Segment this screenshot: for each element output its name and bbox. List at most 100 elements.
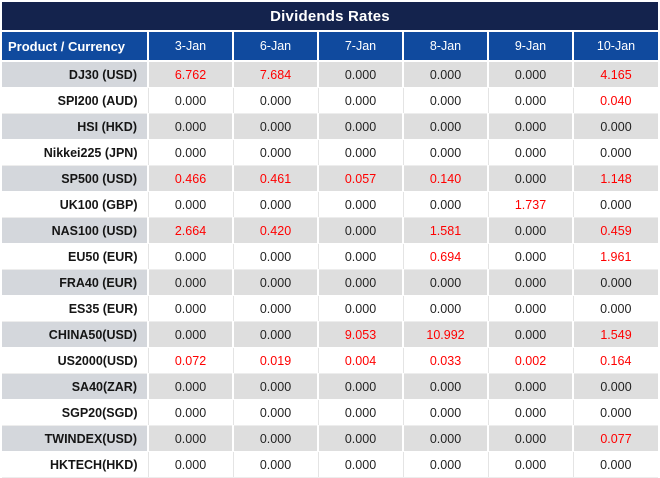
product-cell: ES35 (EUR) (2, 295, 149, 322)
value-cell: 0.072 (148, 347, 234, 374)
value-cell: 0.000 (403, 399, 489, 426)
dividends-table: Product / Currency 3-Jan 6-Jan 7-Jan 8-J… (2, 32, 658, 478)
value-cell: 0.000 (488, 373, 574, 400)
value-cell: 0.000 (318, 425, 404, 452)
value-cell: 0.000 (318, 295, 404, 322)
table-row: DJ30 (USD) 6.762 7.684 0.000 0.000 0.000 4.165 (2, 61, 658, 88)
value-cell: 1.581 (403, 217, 489, 244)
value-cell: 7.684 (233, 61, 319, 88)
product-cell: HSI (HKD) (2, 113, 149, 140)
value-cell: 0.000 (488, 295, 574, 322)
value-cell: 0.000 (233, 139, 319, 166)
table-body: DJ30 (USD) 6.762 7.684 0.000 0.000 0.000 4.165… (2, 61, 658, 478)
value-cell: 0.000 (318, 113, 404, 140)
value-cell: 0.000 (403, 191, 489, 218)
column-header-date: 6-Jan (233, 32, 319, 62)
value-cell: 0.000 (233, 399, 319, 426)
value-cell: 0.004 (318, 347, 404, 374)
product-cell: DJ30 (USD) (2, 61, 149, 88)
product-cell: US2000(USD) (2, 347, 149, 374)
value-cell: 0.420 (233, 217, 319, 244)
value-cell: 0.040 (573, 87, 658, 114)
value-cell: 0.694 (403, 243, 489, 270)
value-cell: 0.000 (233, 451, 319, 478)
value-cell: 0.140 (403, 165, 489, 192)
value-cell: 0.000 (573, 269, 658, 296)
value-cell: 0.002 (488, 347, 574, 374)
value-cell: 0.000 (318, 191, 404, 218)
product-cell: HKTECH(HKD) (2, 451, 149, 478)
value-cell: 0.000 (573, 191, 658, 218)
column-header-date: 8-Jan (403, 32, 489, 62)
value-cell: 2.664 (148, 217, 234, 244)
value-cell: 0.000 (148, 451, 234, 478)
table-row: NAS100 (USD) 2.664 0.420 0.000 1.581 0.000 0.4… (2, 217, 658, 244)
value-cell: 1.961 (573, 243, 658, 270)
table-row: FRA40 (EUR) 0.000 0.000 0.000 0.000 0.000 0.00… (2, 269, 658, 296)
product-cell: SP500 (USD) (2, 165, 149, 192)
value-cell: 0.000 (488, 61, 574, 88)
value-cell: 10.992 (403, 321, 489, 348)
column-header-date: 7-Jan (318, 32, 404, 62)
product-cell: SA40(ZAR) (2, 373, 149, 400)
value-cell: 0.000 (148, 139, 234, 166)
value-cell: 4.165 (573, 61, 658, 88)
value-cell: 0.000 (318, 217, 404, 244)
value-cell: 0.019 (233, 347, 319, 374)
value-cell: 0.000 (233, 191, 319, 218)
value-cell: 0.000 (318, 373, 404, 400)
value-cell: 0.000 (318, 269, 404, 296)
value-cell: 6.762 (148, 61, 234, 88)
value-cell: 0.057 (318, 165, 404, 192)
value-cell: 0.000 (148, 399, 234, 426)
value-cell: 0.000 (488, 269, 574, 296)
product-cell: SPI200 (AUD) (2, 87, 149, 114)
value-cell: 0.000 (573, 373, 658, 400)
table-row: SPI200 (AUD) 0.000 0.000 0.000 0.000 0.000 0.0… (2, 87, 658, 114)
table-row: HKTECH(HKD) 0.000 0.000 0.000 0.000 0.000 0.00… (2, 451, 658, 478)
value-cell: 0.000 (488, 139, 574, 166)
value-cell: 0.000 (148, 87, 234, 114)
value-cell: 0.459 (573, 217, 658, 244)
value-cell: 0.000 (318, 243, 404, 270)
value-cell: 0.000 (488, 87, 574, 114)
table-header-row: Product / Currency 3-Jan 6-Jan 7-Jan 8-J… (2, 32, 658, 62)
column-header-date: 3-Jan (148, 32, 234, 62)
value-cell: 0.000 (148, 191, 234, 218)
value-cell: 0.000 (148, 321, 234, 348)
column-header-date: 9-Jan (488, 32, 574, 62)
value-cell: 0.000 (148, 373, 234, 400)
product-cell: Nikkei225 (JPN) (2, 139, 149, 166)
value-cell: 0.000 (233, 373, 319, 400)
value-cell: 0.000 (573, 399, 658, 426)
value-cell: 0.000 (403, 295, 489, 322)
value-cell: 0.000 (233, 425, 319, 452)
table-row: TWINDEX(USD) 0.000 0.000 0.000 0.000 0.000 0.0… (2, 425, 658, 452)
product-cell: TWINDEX(USD) (2, 425, 149, 452)
value-cell: 0.000 (488, 321, 574, 348)
table-row: Nikkei225 (JPN) 0.000 0.000 0.000 0.000 0.000… (2, 139, 658, 166)
value-cell: 0.000 (233, 269, 319, 296)
value-cell: 0.000 (318, 451, 404, 478)
product-cell: SGP20(SGD) (2, 399, 149, 426)
title-bar: Dividends Rates (2, 2, 658, 30)
product-cell: CHINA50(USD) (2, 321, 149, 348)
value-cell: 0.000 (573, 113, 658, 140)
value-cell: 0.000 (403, 451, 489, 478)
value-cell: 0.000 (148, 243, 234, 270)
value-cell: 0.000 (403, 269, 489, 296)
value-cell: 0.000 (148, 113, 234, 140)
table-row: CHINA50(USD) 0.000 0.000 9.053 10.992 0.000 1.… (2, 321, 658, 348)
product-cell: FRA40 (EUR) (2, 269, 149, 296)
table-row: EU50 (EUR) 0.000 0.000 0.000 0.694 0.000 1.961 (2, 243, 658, 270)
table-row: SGP20(SGD) 0.000 0.000 0.000 0.000 0.000 0.000 (2, 399, 658, 426)
value-cell: 0.461 (233, 165, 319, 192)
value-cell: 0.033 (403, 347, 489, 374)
value-cell: 0.000 (488, 425, 574, 452)
value-cell: 1.737 (488, 191, 574, 218)
value-cell: 0.000 (573, 295, 658, 322)
value-cell: 0.000 (403, 139, 489, 166)
value-cell: 0.000 (573, 451, 658, 478)
value-cell: 0.000 (148, 295, 234, 322)
